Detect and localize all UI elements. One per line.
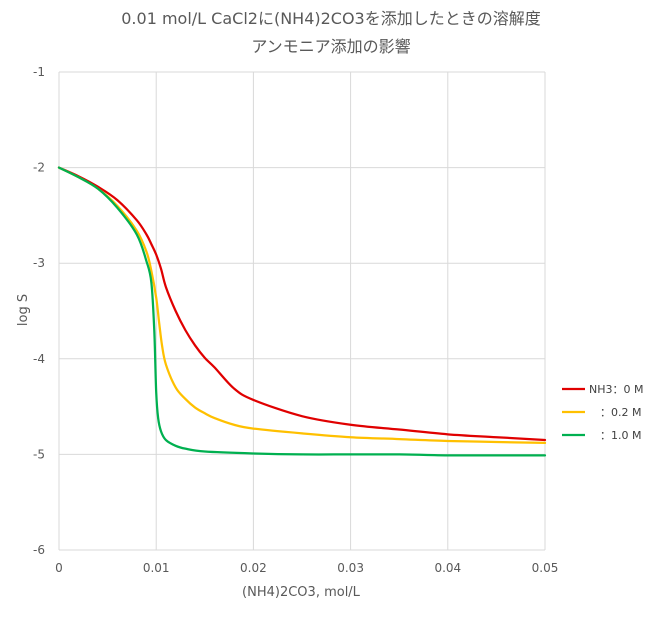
x-tick-label: 0.02 [240, 561, 267, 575]
x-axis-title: (NH4)2CO3, mol/L [242, 585, 361, 600]
chart-title: 0.01 mol/L CaCl2に(NH4)2CO3を添加したときの溶解度 [121, 9, 541, 28]
series-line-0 [57, 166, 547, 442]
legend: NH3：0 M ：0.2 M ：1.0 M [562, 383, 643, 442]
y-tick-label: -5 [33, 447, 45, 461]
y-tick-label: -3 [33, 256, 45, 270]
x-tick-label: 0.03 [337, 561, 364, 575]
gridlines [58, 71, 546, 551]
data-series [57, 166, 547, 457]
x-tick-label: 0.01 [143, 561, 170, 575]
tick-labels: -1 -2 -3 -4 -5 -6 0 0.01 0.02 0.03 0.04 0.05 [33, 65, 558, 575]
legend-label: ：0.2 M [600, 406, 641, 419]
y-tick-label: -6 [33, 543, 45, 557]
series-line-1 [57, 166, 547, 445]
chart-subtitle: アンモニア添加の影響 [251, 37, 410, 56]
x-tick-label: 0 [55, 561, 63, 575]
x-tick-label: 0.04 [434, 561, 461, 575]
y-axis-title: log S [16, 294, 31, 326]
series-line-2 [57, 166, 547, 457]
y-tick-label: -1 [33, 65, 45, 79]
y-tick-label: -4 [33, 352, 45, 366]
y-tick-label: -2 [33, 161, 45, 175]
x-tick-label: 0.05 [532, 561, 559, 575]
legend-label: NH3：0 M [589, 383, 643, 396]
legend-label: ：1.0 M [600, 429, 641, 442]
